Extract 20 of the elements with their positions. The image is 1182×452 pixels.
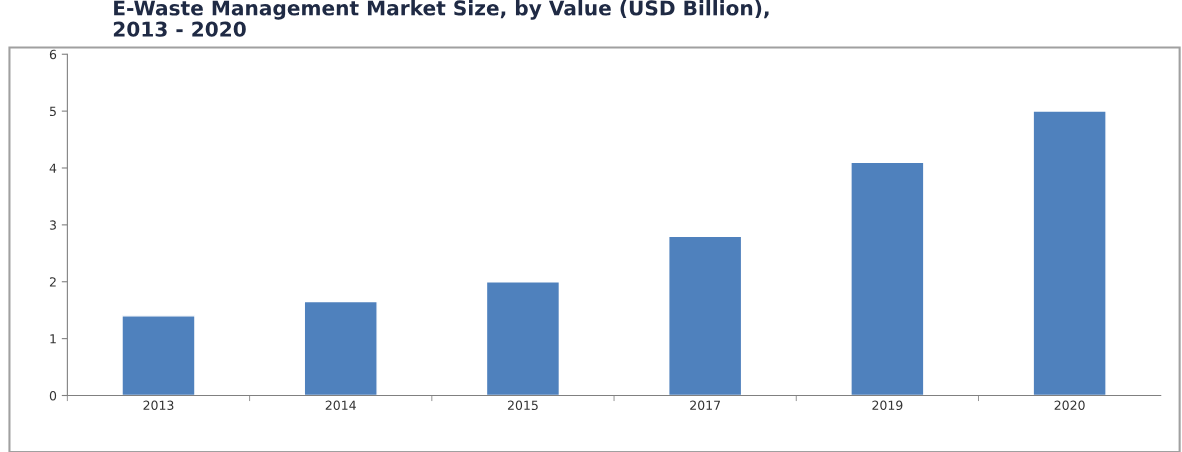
x-tick-label: 2019	[872, 400, 903, 411]
bar	[1032, 110, 1107, 396]
x-tick-label: 2013	[143, 400, 174, 411]
y-tick-label: 0	[49, 390, 57, 401]
bar	[850, 161, 925, 396]
x-tick-label: 2017	[690, 400, 720, 411]
y-tick-label: 4	[49, 163, 57, 173]
x-tick-label: 2020	[1054, 400, 1085, 411]
bar	[303, 300, 378, 396]
x-tick-label: 2014	[325, 400, 356, 411]
chart-title: E-Waste Management Market Size, by Value (USD Billion), 2013 - 2020	[113, 0, 769, 37]
bar	[485, 281, 561, 396]
x-tick-label: 2015	[507, 400, 538, 411]
y-tick-label: 1	[50, 334, 56, 344]
y-tick-label: 3	[49, 220, 56, 230]
y-tick-label: 5	[49, 106, 56, 117]
y-tick-label: 2	[49, 277, 56, 287]
y-tick-label: 6	[49, 49, 57, 60]
bar	[668, 235, 743, 396]
bar	[121, 315, 196, 396]
